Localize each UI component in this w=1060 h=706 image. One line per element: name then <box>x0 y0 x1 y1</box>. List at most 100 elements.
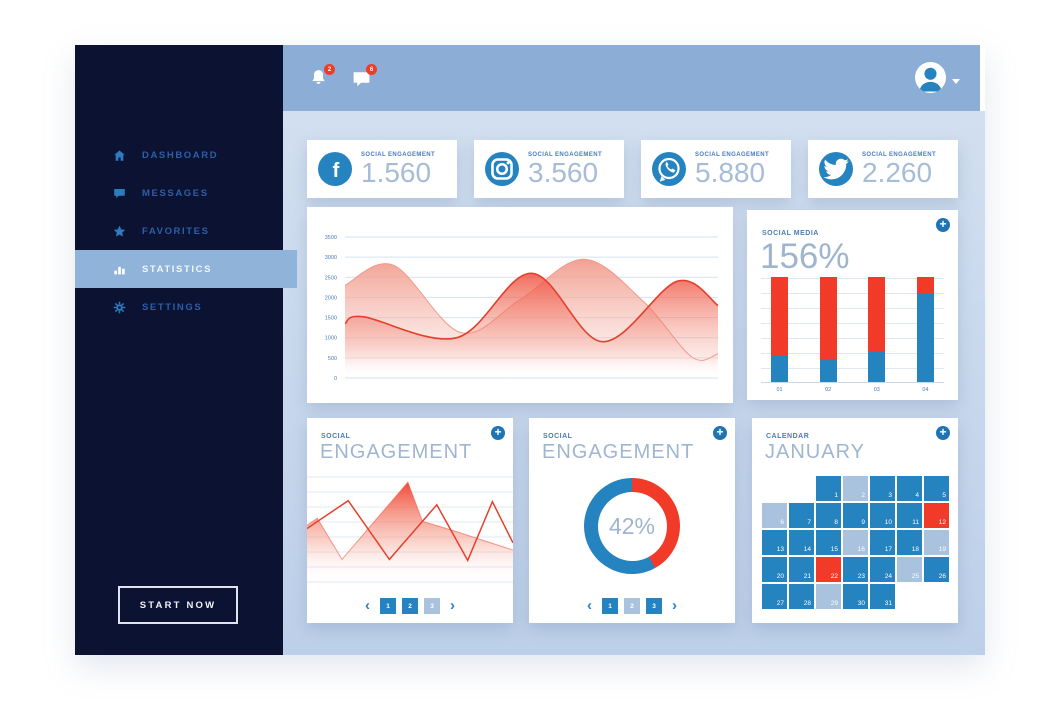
calendar-day[interactable]: 29 <box>816 584 841 609</box>
chevron-right-icon[interactable]: › <box>450 597 455 614</box>
calendar-day[interactable]: 4 <box>897 476 922 501</box>
stat-value: 3.560 <box>528 156 599 188</box>
calendar-day[interactable]: 1 <box>816 476 841 501</box>
page-button[interactable]: 3 <box>424 598 440 614</box>
sidebar-item-messages[interactable]: MESSAGES <box>75 174 283 212</box>
calendar-day[interactable]: 28 <box>789 584 814 609</box>
stacked-bar[interactable] <box>916 277 934 382</box>
calendar-day[interactable]: 7 <box>789 503 814 528</box>
card-label: SOCIAL MEDIA <box>762 230 819 237</box>
calendar-day[interactable]: 15 <box>816 530 841 555</box>
calendar-day[interactable]: 31 <box>870 584 895 609</box>
calendar-day[interactable]: 6 <box>762 503 787 528</box>
calendar-day[interactable]: 10 <box>870 503 895 528</box>
stat-value: 5.880 <box>695 156 766 188</box>
sidebar-item-dashboard[interactable]: DASHBOARD <box>75 136 283 174</box>
calendar-day[interactable]: 24 <box>870 557 895 582</box>
area-chart: 0 500 1000 1500 2000 2500 3000 3500 <box>325 235 719 382</box>
stat-card-facebook[interactable]: f SOCIAL ENGAGEMENT 1.560 <box>307 140 457 198</box>
y-tick-label: 0 <box>334 376 337 382</box>
y-tick-label: 1000 <box>325 336 337 342</box>
stacked-bar[interactable] <box>868 277 886 382</box>
calendar-day[interactable]: 11 <box>897 503 922 528</box>
calendar-day[interactable]: 14 <box>789 530 814 555</box>
start-now-button[interactable]: START NOW <box>118 586 238 624</box>
calendar-day[interactable]: 26 <box>924 557 949 582</box>
sidebar-item-favorites[interactable]: FAVORITES <box>75 212 283 250</box>
area-chart-card: 0 500 1000 1500 2000 2500 3000 3500 <box>307 207 733 403</box>
add-icon[interactable]: + <box>936 218 950 232</box>
bar-category-label: 02 <box>825 387 832 393</box>
bar-category-label: 01 <box>776 387 783 393</box>
stat-value: 2.260 <box>862 156 933 188</box>
stat-card-twitter[interactable]: SOCIAL ENGAGEMENT 2.260 <box>808 140 958 198</box>
y-tick-label: 500 <box>328 356 337 362</box>
y-tick-label: 3500 <box>325 235 337 241</box>
card-title: JANUARY <box>765 441 865 463</box>
calendar-day[interactable]: 16 <box>843 530 868 555</box>
stacked-bar[interactable] <box>819 277 837 382</box>
calendar-day[interactable]: 21 <box>789 557 814 582</box>
donut-hole: 42% <box>597 491 667 561</box>
calendar-day[interactable] <box>789 476 814 501</box>
calendar-day[interactable]: 27 <box>762 584 787 609</box>
card-title: ENGAGEMENT <box>542 441 695 463</box>
stat-card-instagram[interactable]: SOCIAL ENGAGEMENT 3.560 <box>474 140 624 198</box>
add-icon[interactable]: + <box>713 426 727 440</box>
bar-category-label: 04 <box>922 387 929 393</box>
calendar-day[interactable]: 8 <box>816 503 841 528</box>
y-tick-label: 3000 <box>325 255 337 261</box>
calendar-day[interactable]: 3 <box>870 476 895 501</box>
calendar-day[interactable]: 13 <box>762 530 787 555</box>
add-icon[interactable]: + <box>491 426 505 440</box>
stacked-bar-chart <box>761 277 944 383</box>
filled-peaks-area <box>307 482 513 583</box>
calendar-day[interactable]: 30 <box>843 584 868 609</box>
stats-icon <box>111 261 127 277</box>
stat-card-whatsapp[interactable]: SOCIAL ENGAGEMENT 5.880 <box>641 140 791 198</box>
calendar-day[interactable]: 19 <box>924 530 949 555</box>
sidebar-item-label: MESSAGES <box>142 187 209 199</box>
add-icon[interactable]: + <box>936 426 950 440</box>
sidebar-item-statistics[interactable]: STATISTICS <box>75 250 297 288</box>
stat-text: SOCIAL ENGAGEMENT 3.560 <box>528 152 602 187</box>
chat-icon <box>111 185 127 201</box>
calendar-day[interactable]: 22 <box>816 557 841 582</box>
calendar-day[interactable]: 17 <box>870 530 895 555</box>
calendar-grid: 1 2 3 4 5 6 7 8 9 10 11 12 13 14 15 16 17 18 19 20 21 22 23 24 2… <box>762 476 949 609</box>
stat-label: SOCIAL ENGAGEMENT <box>862 151 937 158</box>
chat-icon[interactable]: 6 <box>351 64 377 88</box>
page-button[interactable]: 2 <box>624 598 640 614</box>
stacked-bar[interactable] <box>771 277 788 382</box>
caret-down-icon <box>952 79 960 84</box>
user-avatar[interactable] <box>915 62 946 93</box>
bell-icon[interactable]: 2 <box>309 64 335 88</box>
page-button[interactable]: 2 <box>402 598 418 614</box>
user-menu[interactable] <box>915 62 960 93</box>
whatsapp-icon <box>652 152 686 186</box>
calendar-day[interactable] <box>762 476 787 501</box>
page-button[interactable]: 1 <box>602 598 618 614</box>
chevron-right-icon[interactable]: › <box>672 597 677 614</box>
sidebar-item-label: FAVORITES <box>142 225 210 237</box>
calendar-day[interactable]: 20 <box>762 557 787 582</box>
chevron-left-icon[interactable]: ‹ <box>365 597 370 614</box>
sidebar-item-settings[interactable]: SETTINGS <box>75 288 283 326</box>
page-button[interactable]: 1 <box>380 598 396 614</box>
star-icon <box>111 223 127 239</box>
chevron-left-icon[interactable]: ‹ <box>587 597 592 614</box>
page-button[interactable]: 3 <box>646 598 662 614</box>
calendar-day[interactable]: 25 <box>897 557 922 582</box>
calendar-day[interactable]: 18 <box>897 530 922 555</box>
calendar-day[interactable]: 12 <box>924 503 949 528</box>
social-media-card: SOCIAL MEDIA 156% + 01 02 03 04 <box>747 210 958 400</box>
calendar-day[interactable]: 9 <box>843 503 868 528</box>
calendar-day[interactable]: 23 <box>843 557 868 582</box>
calendar-day[interactable]: 5 <box>924 476 949 501</box>
stat-value: 1.560 <box>361 156 432 188</box>
calendar-day[interactable]: 2 <box>843 476 868 501</box>
